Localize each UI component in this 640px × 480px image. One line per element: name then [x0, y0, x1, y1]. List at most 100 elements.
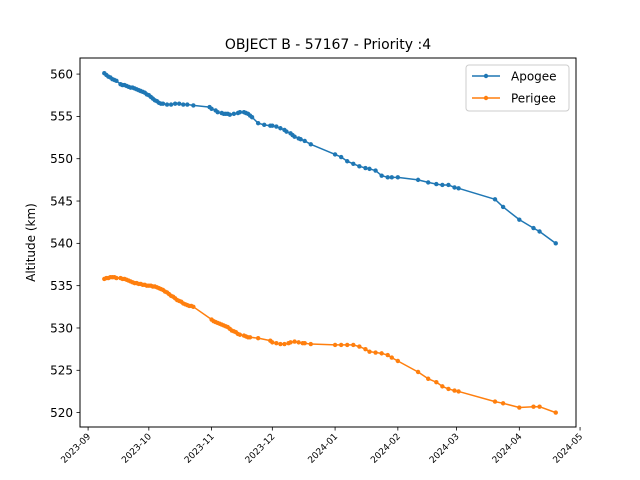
data-point-perigee — [379, 351, 384, 356]
data-point-apogee — [357, 164, 362, 169]
data-point-perigee — [308, 341, 313, 347]
data-point-perigee — [389, 355, 394, 360]
data-point-perigee — [345, 342, 350, 348]
data-point-perigee — [351, 342, 356, 348]
data-point-apogee — [434, 181, 439, 187]
data-point-apogee — [389, 175, 394, 180]
series-perigee — [102, 275, 558, 415]
data-point-apogee — [227, 112, 233, 117]
data-point-perigee — [282, 341, 287, 347]
plot-frame — [79, 57, 577, 428]
data-point-perigee — [456, 389, 461, 394]
data-point-perigee — [440, 384, 445, 389]
data-point-apogee — [215, 109, 220, 115]
data-point-apogee — [345, 159, 350, 164]
data-point-perigee — [492, 399, 498, 404]
data-point-apogee — [181, 102, 186, 107]
data-point-apogee — [426, 180, 431, 185]
data-point-apogee — [114, 78, 119, 84]
y-tick-label: 535 — [50, 279, 73, 293]
data-point-apogee — [164, 102, 170, 107]
data-point-apogee — [385, 175, 390, 180]
data-point-perigee — [434, 379, 439, 385]
data-point-apogee — [249, 115, 255, 120]
data-point-perigee — [553, 410, 558, 415]
data-point-apogee — [237, 109, 243, 115]
data-point-perigee — [452, 388, 457, 393]
data-point-apogee — [338, 154, 344, 160]
data-point-perigee — [517, 405, 522, 410]
data-point-perigee — [247, 335, 253, 340]
data-point-perigee — [537, 404, 542, 409]
plot-area — [79, 57, 577, 428]
legend-label-perigee: Perigee — [511, 92, 556, 106]
legend-label-apogee: Apogee — [511, 70, 557, 84]
data-point-apogee — [452, 185, 457, 190]
data-point-apogee — [160, 101, 166, 106]
data-point-perigee — [296, 340, 301, 345]
data-point-perigee — [385, 352, 390, 358]
y-tick-label: 540 — [50, 237, 73, 251]
data-point-apogee — [284, 129, 289, 134]
data-point-apogee — [500, 204, 506, 210]
series-layer — [102, 71, 558, 415]
data-point-perigee — [278, 341, 283, 347]
data-point-apogee — [172, 101, 178, 106]
data-point-perigee — [292, 339, 297, 344]
data-point-apogee — [379, 173, 384, 178]
data-point-apogee — [363, 165, 368, 171]
data-point-perigee — [114, 275, 119, 281]
data-point-apogee — [308, 142, 313, 147]
y-tick-label: 560 — [50, 67, 73, 81]
data-point-perigee — [288, 340, 293, 345]
data-point-apogee — [373, 168, 378, 173]
data-point-apogee — [262, 122, 267, 128]
data-point-apogee — [440, 182, 445, 188]
data-point-apogee — [351, 161, 356, 166]
data-point-perigee — [446, 386, 451, 392]
data-point-perigee — [191, 304, 196, 310]
data-point-perigee — [367, 349, 372, 354]
y-tick-label: 545 — [50, 194, 73, 208]
y-tick-label: 520 — [50, 406, 73, 420]
data-point-perigee — [531, 404, 536, 409]
plot-background — [80, 58, 576, 427]
data-point-perigee — [357, 344, 362, 349]
legend-entry-perigee: Perigee — [472, 92, 556, 106]
data-point-apogee — [332, 152, 338, 157]
chart-title: OBJECT B - 57167 - Priority :4 — [225, 37, 431, 53]
data-point-apogee — [255, 120, 261, 126]
data-point-apogee — [395, 175, 401, 180]
data-point-apogee — [274, 124, 279, 129]
data-point-perigee — [500, 401, 506, 406]
data-point-apogee — [415, 177, 421, 183]
data-point-perigee — [237, 332, 243, 337]
y-tick-label: 555 — [50, 110, 73, 124]
data-point-apogee — [537, 229, 542, 234]
data-point-apogee — [298, 137, 303, 142]
data-point-apogee — [278, 126, 283, 131]
data-point-perigee — [395, 358, 401, 364]
data-point-apogee — [292, 134, 297, 139]
legend-marker-apogee — [483, 73, 489, 79]
data-point-apogee — [231, 111, 237, 117]
y-tick-label: 525 — [50, 364, 73, 378]
data-point-perigee — [270, 340, 275, 345]
series-apogee — [102, 71, 558, 246]
data-point-apogee — [446, 182, 451, 188]
data-point-perigee — [338, 342, 344, 348]
data-point-perigee — [373, 350, 378, 355]
data-point-perigee — [426, 376, 431, 381]
data-point-apogee — [168, 102, 174, 107]
data-point-apogee — [517, 217, 522, 222]
legend-marker-perigee — [483, 95, 489, 101]
data-point-apogee — [177, 101, 182, 106]
legend: Apogee Perigee — [465, 64, 570, 112]
data-point-perigee — [415, 369, 421, 375]
legend-entry-apogee: Apogee — [472, 70, 557, 84]
data-point-apogee — [302, 138, 307, 144]
data-point-apogee — [531, 225, 536, 231]
data-point-apogee — [456, 186, 461, 191]
data-point-perigee — [274, 341, 279, 346]
